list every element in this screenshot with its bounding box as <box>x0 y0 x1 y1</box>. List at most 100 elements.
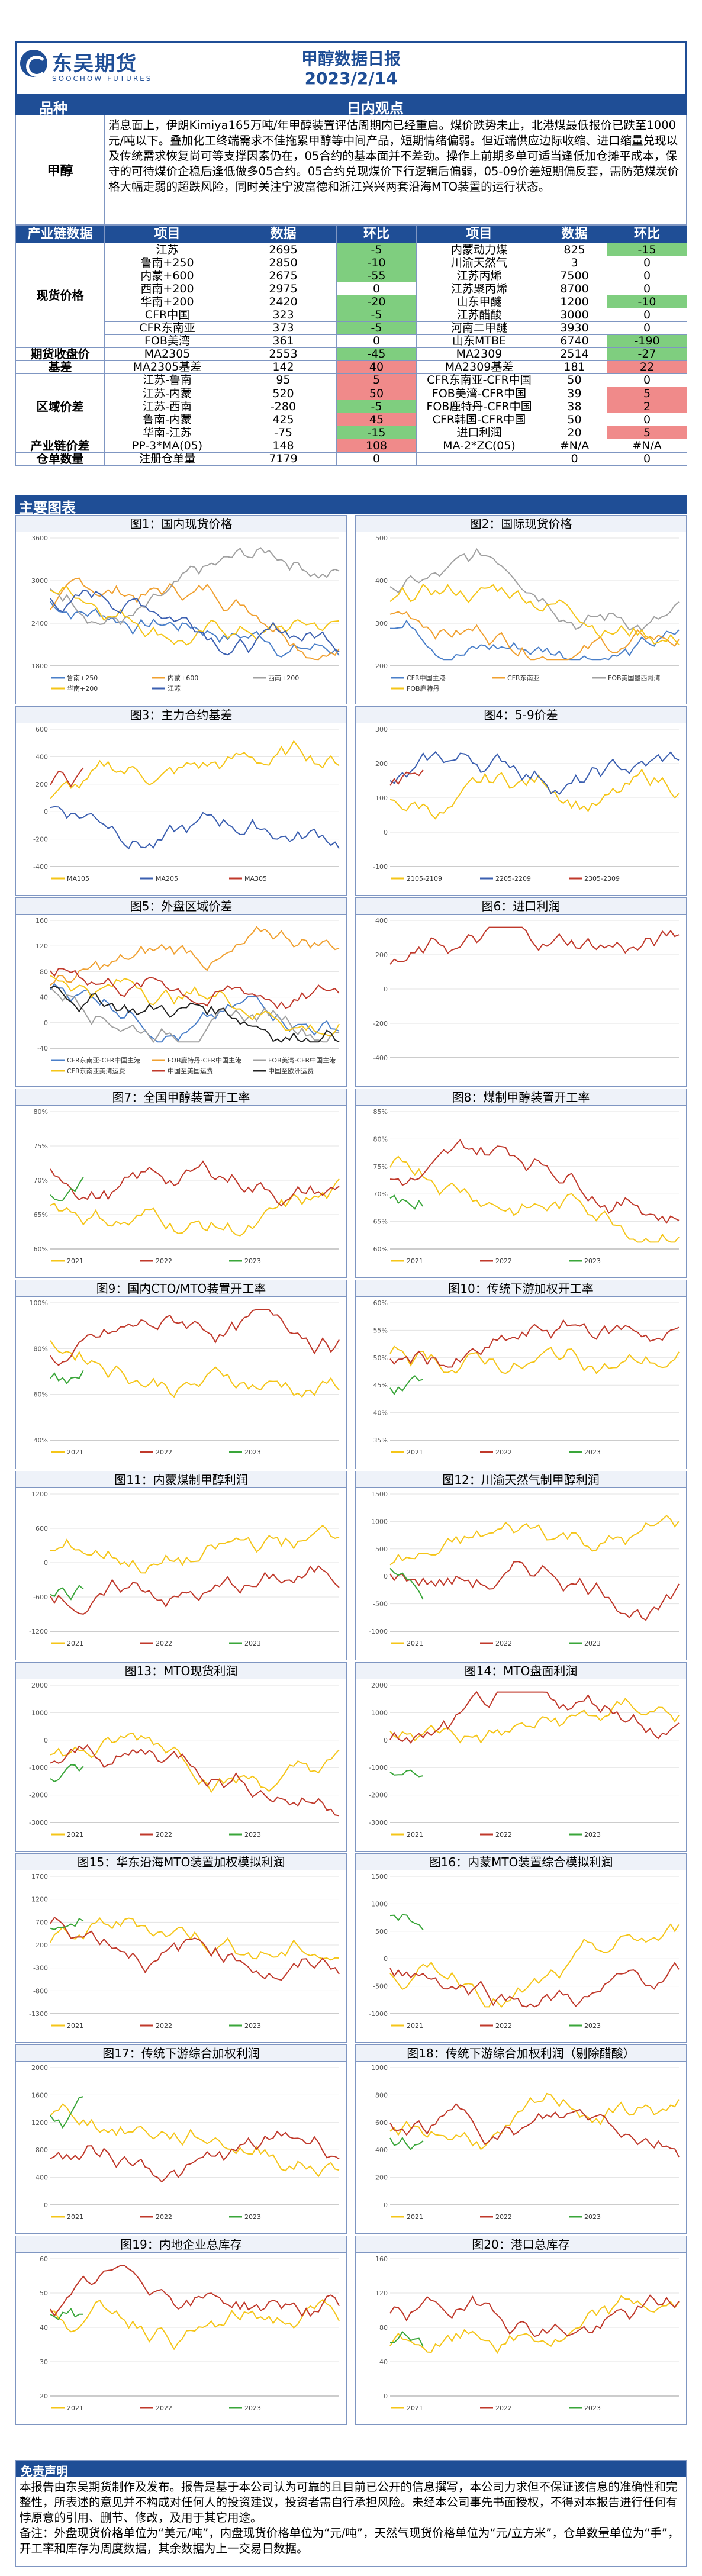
y-tick-label: -300 <box>33 1965 48 1972</box>
table-cell: 鲁南-内蒙 <box>104 413 230 427</box>
table-cell: 148 <box>230 439 337 453</box>
y-tick-label: 1000 <box>371 1900 388 1908</box>
table-cell: 0 <box>542 452 607 466</box>
y-tick-label: -1000 <box>369 1764 388 1772</box>
chart-3: 图3：主力合约基差 -400 -200 0 200 400 600 MA105 MA205 MA3… <box>15 706 347 896</box>
chart-title: 图7：全国甲醇装置开工率 <box>16 1089 346 1106</box>
legend-label: 2022 <box>156 2213 172 2221</box>
table-row: 仓单数量 注册仓单量 7179 0 0 0 <box>15 452 687 466</box>
y-tick-label: 300 <box>375 726 388 733</box>
table-row: 西南+200 2975 0 江苏聚丙烯 8700 0 <box>16 282 687 296</box>
legend-label: FOB鹿特丹-CFR中国主港 <box>168 1056 241 1064</box>
y-tick-label: 600 <box>375 2119 388 2127</box>
y-tick-label: 500 <box>375 534 388 542</box>
legend-label: 2022 <box>495 1831 512 1838</box>
table-cell: -20 <box>336 295 417 309</box>
table-cell: 7500 <box>542 269 607 283</box>
table-header-row: 产业链数据 项目 数据 环比 项目 数据 环比 <box>15 225 687 243</box>
legend-label: 2021 <box>67 2213 83 2221</box>
legend-label: 2023 <box>244 1640 261 1647</box>
table-cell: 50 <box>542 413 607 427</box>
table-cell: MA2305基差 <box>104 360 230 374</box>
chart-plot: -400 -200 0 200 400 600 MA105 MA205 MA305 <box>33 726 340 883</box>
legend-label: MA205 <box>156 875 178 883</box>
table-cell: 江苏-内蒙 <box>104 387 230 401</box>
legend-label: 华南+200 <box>67 684 98 693</box>
chart-title: 图15：华东沿海MTO装置加权模拟利润 <box>16 1854 346 1870</box>
series-line <box>50 1160 340 1207</box>
y-tick-label: -1300 <box>29 2010 48 2018</box>
legend-label: 2023 <box>584 1831 601 1838</box>
y-tick-label: -600 <box>33 1593 48 1601</box>
legend-label: 2022 <box>156 1257 172 1265</box>
table-cell: 95 <box>230 373 337 388</box>
legend-label: 2022 <box>495 1448 512 1456</box>
chart-plot: 0 400 800 1200 1600 2000 2021 2022 2023 <box>31 2064 340 2221</box>
chart-plot: -1000 -500 0 500 1000 1500 2021 2022 2023 <box>369 1490 680 1647</box>
chart-2: 图2：国际现货价格 200 300 400 500 CFR中国主港 CFR东南亚 FOB美国墨… <box>355 515 687 704</box>
y-tick-label: 100 <box>375 794 388 802</box>
y-tick-label: 30 <box>40 2358 48 2366</box>
y-tick-label: 40% <box>373 1409 388 1417</box>
y-tick-label: 200 <box>375 760 388 768</box>
chart-title: 图2：国际现货价格 <box>356 516 686 532</box>
y-tick-label: 1700 <box>31 1873 48 1881</box>
chart-5: 图5：外盘区域价差 -40 0 40 80 120 160 CFR东南亚-CFR中国主港 FOB… <box>15 897 347 1087</box>
table-cell: 3000 <box>542 308 607 322</box>
section-title: 主要图表 <box>15 495 687 516</box>
table-cell: 45 <box>336 413 417 427</box>
chart-title: 图18：传统下游综合加权利润（剔除醋酸） <box>356 2045 686 2062</box>
table-row: CFR东南亚 373 -5 河南二甲醚 3930 0 <box>16 321 687 335</box>
legend-label: 内蒙+600 <box>168 674 198 682</box>
table-cell: 2675 <box>230 269 337 283</box>
chart-plot: 35% 40% 45% 50% 55% 60% 2021 2022 2023 <box>373 1299 680 1456</box>
legend-label: 2022 <box>156 2404 172 2412</box>
chart-title: 图1：国内现货价格 <box>16 516 346 532</box>
table-cell: 6740 <box>542 334 607 348</box>
table-cell: CFR东南亚 <box>104 321 230 335</box>
y-tick-label: 40 <box>40 994 48 1002</box>
table-row: CFR中国 323 -5 江苏醋酸 3000 0 <box>16 308 687 322</box>
legend-label: 2021 <box>407 1640 423 1647</box>
series-line <box>50 1744 340 1817</box>
series-line <box>50 926 340 986</box>
legend-label: 2023 <box>584 2022 601 2030</box>
table-cell: -190 <box>607 334 687 348</box>
chart-plot: 0 200 400 600 800 1000 2021 2022 2023 <box>371 2064 680 2221</box>
y-tick-label: 0 <box>44 2201 48 2209</box>
table-cell: 0 <box>607 256 687 270</box>
y-tick-label: -2000 <box>29 1792 48 1799</box>
y-tick-label: 1500 <box>371 1873 388 1881</box>
legend-label: 2021 <box>67 1831 83 1838</box>
series-line <box>50 987 340 1043</box>
y-tick-label: 400 <box>36 753 48 761</box>
series-line <box>50 2307 83 2321</box>
y-tick-label: 100% <box>30 1299 48 1307</box>
series-line <box>50 1917 340 1981</box>
table-cell: 0 <box>607 321 687 335</box>
table-cell: 江苏聚丙烯 <box>416 282 542 296</box>
table-cell: 山东MTBE <box>416 334 542 348</box>
table-cell: -45 <box>336 347 417 361</box>
y-tick-label: 200 <box>36 1941 48 1949</box>
table-header-6: 环比 <box>607 225 687 243</box>
table-cell: 鲁南+250 <box>104 256 230 270</box>
table-cell: CFR东南亚-CFR中国 <box>416 373 542 388</box>
chart-6: 图6：进口利润 -400 -200 0 200 400 <box>355 897 687 1087</box>
table-category: 区域价差 <box>15 373 105 440</box>
disclaimer-text: 本报告由东吴期货制作及发布。报告是基于本公司认为可靠的且目前已公开的信息撰写，本… <box>20 2480 678 2525</box>
y-tick-label: 200 <box>375 662 388 670</box>
table-cell: 50 <box>336 387 417 401</box>
series-line <box>389 1923 680 2008</box>
y-tick-label: 300 <box>375 620 388 627</box>
table-cell: 7179 <box>230 452 337 466</box>
chart-plot: 60% 65% 70% 75% 80% 85% 2021 2022 2023 <box>373 1108 680 1265</box>
table-row: 华南-江苏 -75 -15 进口利润 20 5 <box>16 426 687 440</box>
series-line <box>50 577 340 661</box>
series-line <box>389 2294 680 2337</box>
legend-label: 2022 <box>156 1831 172 1838</box>
y-tick-label: 1800 <box>31 662 48 670</box>
table-category: 仓单数量 <box>15 452 105 466</box>
y-tick-label: 1200 <box>31 2119 48 2127</box>
y-tick-label: -1000 <box>369 1628 388 1635</box>
